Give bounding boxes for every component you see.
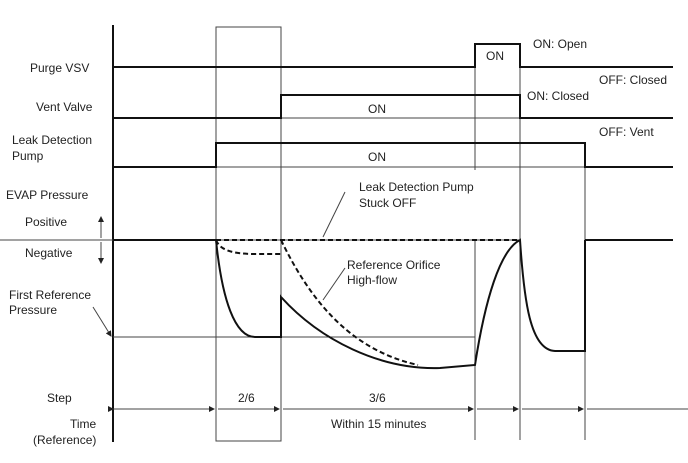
first-ref-label-line1: First Reference	[9, 288, 91, 302]
ldp-label-line1: Leak Detection	[12, 133, 92, 147]
ldp-waveform	[113, 142, 673, 168]
orifice-label-line1: Reference Orifice	[347, 258, 441, 272]
stuck-off-label-line1: Leak Detection Pump	[359, 180, 474, 194]
positive-label: Positive	[25, 215, 67, 229]
purge-vsv-label: Purge VSV	[30, 61, 89, 75]
high-flow-dashed	[280, 239, 419, 366]
purge-on-label: ON	[486, 49, 504, 63]
orifice-label-line2: High-flow	[347, 273, 397, 287]
off-closed-label: OFF: Closed	[599, 73, 667, 87]
time-label: Time	[70, 417, 97, 431]
negative-label: Negative	[25, 246, 73, 260]
purge-vsv-waveform	[113, 43, 673, 68]
evap-pressure-label: EVAP Pressure	[6, 188, 89, 202]
step-2-highlight-box	[215, 26, 282, 442]
step-label: Step	[47, 391, 72, 405]
reference-label: (Reference)	[33, 433, 96, 447]
off-vent-label: OFF: Vent	[599, 125, 654, 139]
step-3-label: 3/6	[369, 391, 386, 405]
ldp-on-label: ON	[368, 150, 386, 164]
on-closed-label: ON: Closed	[527, 89, 589, 103]
vent-valve-waveform	[113, 94, 673, 119]
evap-pressure-waveform	[215, 238, 586, 370]
ldp-label-line2: Pump	[12, 149, 44, 163]
stuck-off-step2-dashed	[215, 239, 281, 255]
orifice-pointer	[322, 267, 346, 301]
vent-on-label: ON	[368, 102, 386, 116]
vent-valve-label: Vent Valve	[36, 100, 93, 114]
first-ref-label-line2: Pressure	[9, 303, 57, 317]
step-2-label: 2/6	[238, 391, 255, 405]
time-note: Within 15 minutes	[331, 417, 426, 431]
on-open-label: ON: Open	[533, 37, 587, 51]
stuck-off-pointer	[322, 191, 346, 238]
first-ref-arrow-icon	[92, 306, 112, 337]
stuck-off-label-line2: Stuck OFF	[359, 196, 416, 210]
